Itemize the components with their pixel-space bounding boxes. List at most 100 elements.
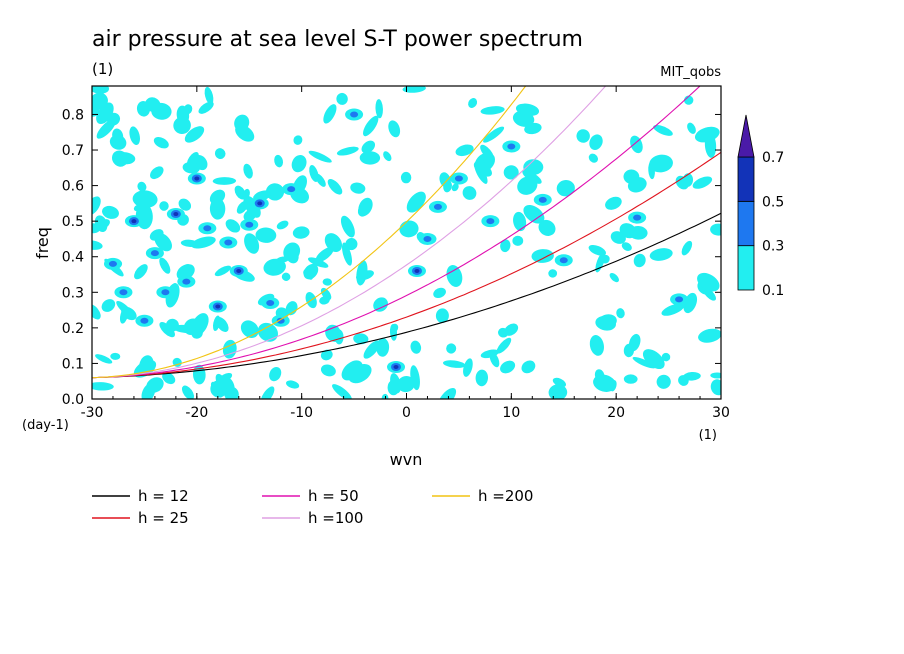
contour-patch-low [500, 239, 511, 253]
contour-patch-low [400, 171, 412, 184]
contour-patch-mid [433, 203, 442, 210]
y-tick-label: 0.3 [62, 285, 84, 301]
contour-patch-low [512, 235, 524, 246]
contour-patch-low [649, 248, 673, 261]
contour-patch-low [410, 340, 422, 354]
contour-patch-low [513, 211, 527, 232]
contour-patch-low [92, 382, 114, 391]
x-tick-label: 10 [502, 405, 520, 421]
contour-patch-high [173, 212, 179, 217]
contour-patch-low [149, 229, 164, 241]
contour-patch-low [610, 231, 626, 244]
contour-patch-low [480, 106, 505, 115]
contour-patch-low [92, 86, 110, 94]
contour-patch-low [186, 151, 199, 168]
y-tick-label: 0.1 [62, 356, 84, 372]
contour-patch-low [340, 215, 355, 238]
contour-patch-low [92, 304, 101, 320]
contour-patch-low [181, 385, 195, 399]
contour-patch-low [191, 236, 216, 249]
contour-patch-low [538, 219, 556, 236]
contour-patch-low [383, 151, 392, 162]
contour-patch-mid [287, 186, 296, 193]
contour-patch-low [388, 120, 401, 138]
contour-patch-low [633, 253, 646, 268]
y-axis: 0.0 0.1 0.2 0.3 0.4 0.5 0.6 0.7 0.8 [62, 107, 721, 408]
contour-patch-mid [245, 221, 254, 228]
contour-patch-low [522, 170, 542, 184]
contour-patch-mid [150, 250, 159, 257]
legend-label: h = 12 [138, 487, 189, 505]
contour-patch-mid [633, 214, 642, 221]
contour-patch-low [336, 92, 348, 105]
contour-patch-low [589, 134, 603, 150]
contour-patch-low [710, 223, 721, 236]
contour-patch-low [293, 135, 303, 145]
contour-patch-low [263, 258, 286, 276]
contour-patch-low [703, 287, 716, 301]
contour-patch-mid [182, 278, 191, 285]
contour-patch-low [687, 122, 696, 134]
contour-patch-low [406, 191, 426, 213]
contour-patch-low [433, 287, 446, 299]
contour-patch-low [342, 242, 352, 266]
contour-patch-low [215, 373, 227, 390]
x-tick-label: -30 [81, 405, 104, 421]
contour-patch-low [159, 201, 169, 211]
y-tick-label: 0.2 [62, 321, 84, 337]
contour-patch-low [375, 99, 383, 119]
contour-patch-low [681, 240, 693, 256]
contour-patch-low [678, 375, 689, 386]
contour-patch-low [243, 188, 250, 199]
series-line-h100 [92, 86, 607, 379]
contour-patch-low [235, 124, 255, 142]
contour-patch-low [523, 205, 545, 224]
y-tick-label: 0.5 [62, 214, 84, 230]
contour-patch-high [194, 176, 200, 181]
series-line-h200 [92, 86, 527, 379]
contour-patch-mid [161, 289, 170, 296]
source-label: MIT_qobs [660, 65, 721, 80]
contour-patch-low [515, 103, 540, 117]
contour-patch-low [462, 186, 477, 200]
contour-patch-low [623, 374, 638, 384]
contour-patch-mid [276, 317, 285, 324]
series-line-h12 [92, 212, 721, 379]
contour-patch-low [212, 177, 237, 185]
contour-patch-low [292, 226, 310, 239]
contour-patch-high [236, 268, 242, 273]
colorbar-segment [737, 200, 755, 247]
colorbar-label: 0.1 [762, 283, 784, 299]
contour-patch-low [435, 308, 449, 323]
contour-patch-low [503, 165, 519, 180]
contour-patch-high [414, 268, 420, 273]
contour-patch-low [609, 273, 619, 283]
contour-patch-low [334, 329, 344, 345]
contour-patch-low [209, 198, 226, 220]
contour-patch-mid [486, 218, 495, 225]
y-axis-label: freq [33, 227, 52, 259]
contour-patch-low [224, 386, 239, 399]
colorbar-arrow [737, 114, 755, 158]
contour-patch-low [623, 343, 635, 358]
contour-patch-low [320, 349, 333, 361]
contour-patch-low [255, 227, 277, 243]
contour-patch-low [320, 364, 336, 377]
contour-patch-high [257, 201, 263, 206]
contour-patch-low [234, 185, 246, 200]
contour-patch-low [265, 183, 285, 201]
contour-patch-low [257, 322, 278, 342]
contour-patch-low [353, 333, 369, 345]
contour-patch-low [697, 272, 720, 292]
x-tick-label: -20 [185, 405, 208, 421]
contour-patch-low [628, 225, 648, 240]
contour-patch-low [323, 104, 337, 124]
colorbar-label: 0.5 [762, 194, 784, 210]
x-axis-label: wvn [390, 450, 423, 469]
contour-patch-low [350, 182, 366, 194]
contour-patch-low [173, 324, 198, 334]
contour-patch-low [588, 244, 606, 256]
contour-patch-low [363, 115, 379, 137]
contour-patch-low [283, 242, 301, 261]
series-line-h50 [92, 86, 701, 379]
